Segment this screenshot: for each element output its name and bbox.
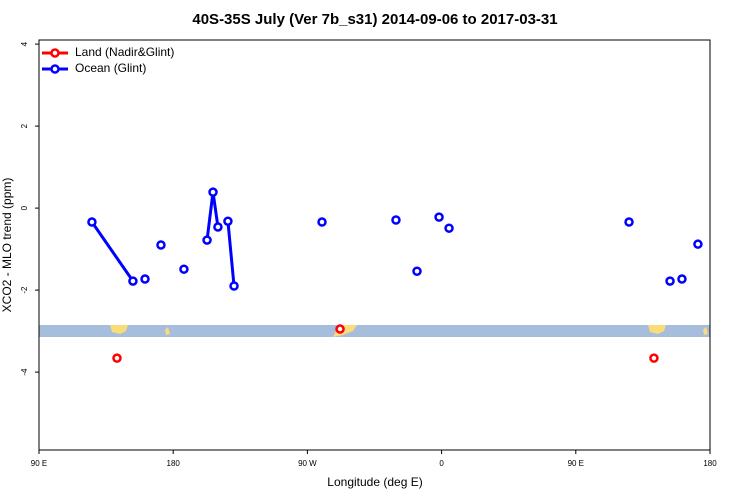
y-tick-label: -4 [20,368,29,376]
point [693,239,703,249]
x-tick-label: 90 W [298,459,317,468]
point [140,274,150,284]
point [223,216,233,226]
x-axis-label: Longitude (deg E) [327,475,422,489]
line-piece [90,221,135,282]
point [434,212,444,222]
point [202,235,212,245]
y-tick-label: 4 [20,41,29,46]
point [444,223,454,233]
point [208,187,218,197]
y-tick-label: -2 [20,286,29,294]
y-axis-label: XCO2 - MLO trend (ppm) [0,178,14,313]
point [412,266,422,276]
y-tick-label: 2 [20,123,29,128]
legend-marker [50,64,60,74]
point [87,217,97,227]
legend-label: Ocean (Glint) [75,61,146,75]
point [229,281,239,291]
x-tick-label: 0 [439,459,444,468]
point [128,276,138,286]
chart-title: 40S-35S July (Ver 7b_s31) 2014-09-06 to … [192,11,557,28]
point [624,217,634,227]
x-tick-label: 90 E [568,459,584,468]
point [213,222,223,232]
point [677,274,687,284]
point [665,276,675,286]
point [156,240,166,250]
point [335,324,345,334]
point [649,353,659,363]
legend-marker [50,48,60,58]
point [317,217,327,227]
x-tick-label: 90 E [31,459,47,468]
line-piece [226,221,236,287]
map-strip [39,325,710,337]
y-tick-label: 0 [20,205,29,210]
x-tick-label: 180 [703,459,717,468]
plot-frame [38,39,711,451]
point [112,353,122,363]
point [179,264,189,274]
line-piece [205,191,220,241]
legend-label: Land (Nadir&Glint) [75,45,174,59]
x-tick-label: 180 [167,459,181,468]
point [391,215,401,225]
